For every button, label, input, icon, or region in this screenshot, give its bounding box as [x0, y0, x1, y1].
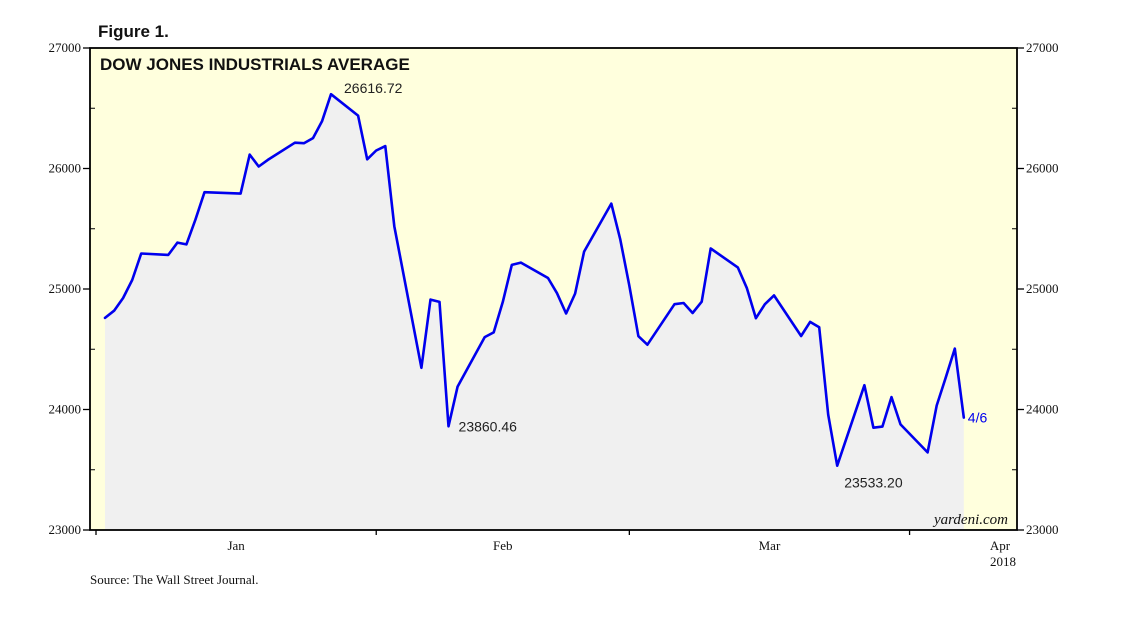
y-tick-label-right: 27000: [1026, 40, 1059, 55]
data-label: 4/6: [968, 410, 988, 426]
source-note: Source: The Wall Street Journal.: [90, 572, 259, 587]
y-tick-label-right: 25000: [1026, 281, 1059, 296]
data-label: 23533.20: [844, 475, 903, 491]
y-tick-label-right: 26000: [1026, 161, 1059, 176]
y-tick-label-left: 27000: [49, 40, 82, 55]
data-label: 23860.46: [459, 418, 518, 434]
data-label: 26616.72: [344, 80, 403, 96]
annotations: 26616.72 23860.46 23533.20 4/6: [344, 80, 987, 491]
y-tick-label-left: 26000: [49, 161, 82, 176]
y-tick-label-left: 24000: [49, 402, 82, 417]
y-axis-right: 23000 24000 25000 26000 27000: [1012, 40, 1059, 537]
x-tick-label: Mar: [759, 538, 781, 553]
y-tick-label-right: 24000: [1026, 402, 1059, 417]
y-tick-label-right: 23000: [1026, 522, 1059, 537]
x-tick-label: Apr: [990, 538, 1011, 553]
y-axis-left: 23000 24000 25000 26000 27000: [49, 40, 95, 537]
area-fill: [105, 94, 964, 530]
watermark: yardeni.com: [932, 512, 1008, 528]
y-tick-label-left: 25000: [49, 281, 82, 296]
x-axis: Jan Feb Mar Apr: [95, 530, 1011, 553]
x-tick-label: Jan: [227, 538, 245, 553]
series-line: [103, 92, 966, 468]
figure-label: Figure 1.: [98, 22, 169, 41]
year-label: 2018: [990, 554, 1016, 569]
x-tick-label: Feb: [493, 538, 513, 553]
y-tick-label-left: 23000: [49, 522, 82, 537]
chart-title: DOW JONES INDUSTRIALS AVERAGE: [100, 55, 410, 74]
